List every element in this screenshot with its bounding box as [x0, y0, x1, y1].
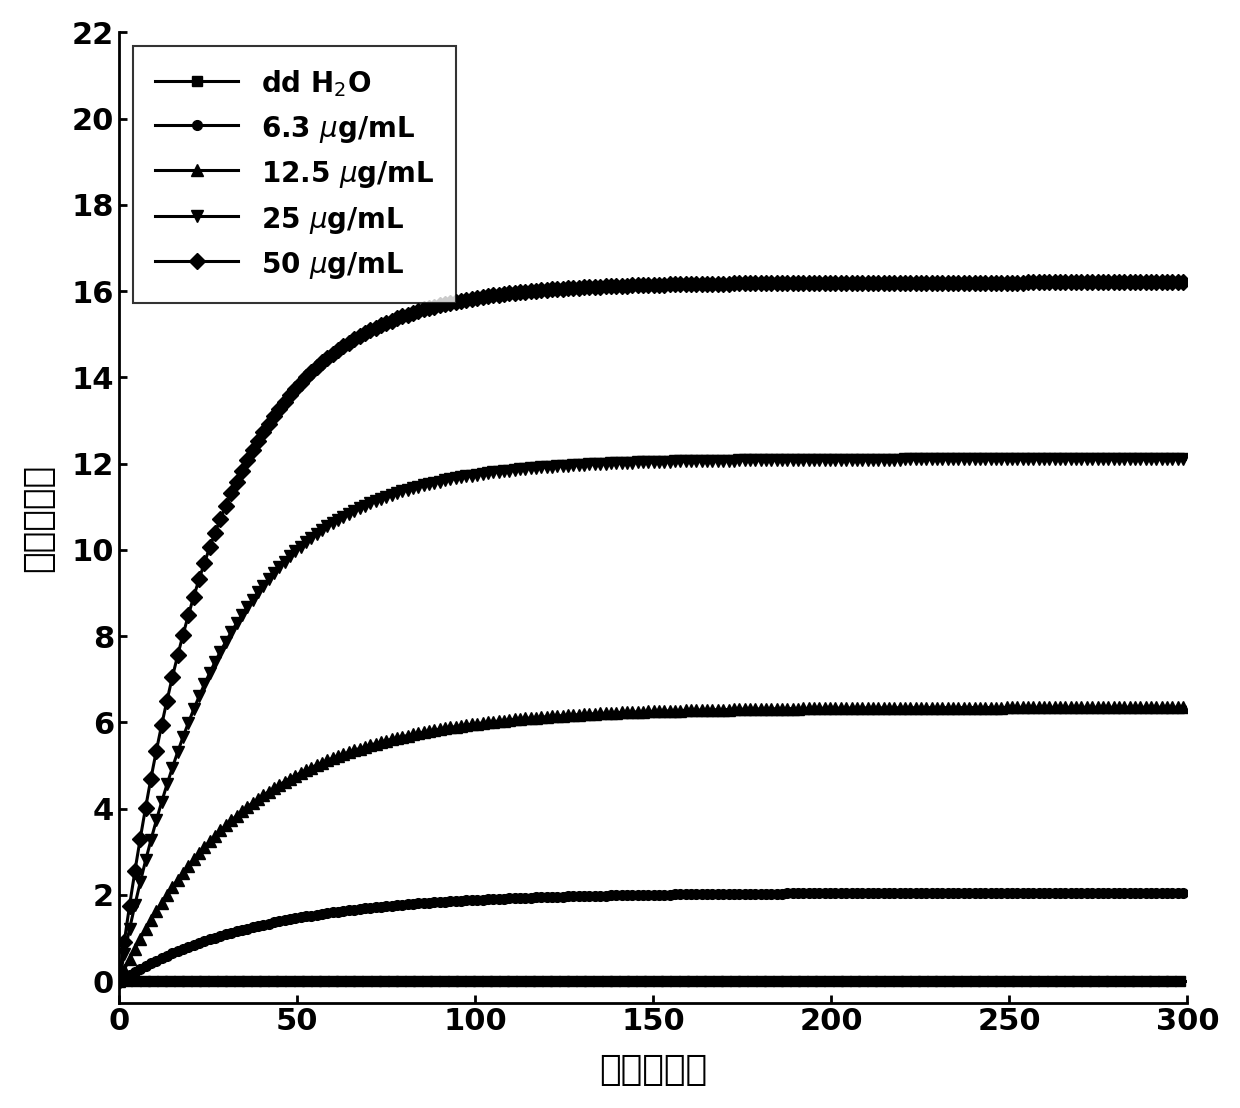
12.5 $\mu$g/mL	[945, 701, 960, 715]
dd H$_2$O	[1180, 974, 1195, 987]
6.3 $\mu$g/mL	[1180, 886, 1195, 900]
12.5 $\mu$g/mL	[846, 701, 861, 715]
Legend: dd H$_2$O, 6.3 $\mu$g/mL, 12.5 $\mu$g/mL, 25 $\mu$g/mL, 50 $\mu$g/mL: dd H$_2$O, 6.3 $\mu$g/mL, 12.5 $\mu$g/mL…	[133, 47, 456, 304]
6.3 $\mu$g/mL	[112, 974, 126, 987]
12.5 $\mu$g/mL	[221, 817, 236, 830]
50 $\mu$g/mL	[543, 283, 558, 296]
25 $\mu$g/mL	[582, 458, 596, 471]
50 $\mu$g/mL	[1180, 276, 1195, 289]
6.3 $\mu$g/mL	[963, 886, 978, 900]
6.3 $\mu$g/mL	[221, 927, 236, 941]
25 $\mu$g/mL	[963, 453, 978, 466]
6.3 $\mu$g/mL	[582, 890, 596, 903]
Line: 25 $\mu$g/mL: 25 $\mu$g/mL	[113, 454, 1193, 986]
dd H$_2$O	[543, 974, 558, 987]
12.5 $\mu$g/mL	[543, 710, 558, 724]
12.5 $\mu$g/mL	[112, 974, 126, 987]
dd H$_2$O	[846, 974, 861, 987]
dd H$_2$O	[582, 974, 596, 987]
25 $\mu$g/mL	[945, 453, 960, 466]
Y-axis label: 升高的温度: 升高的温度	[21, 463, 55, 572]
12.5 $\mu$g/mL	[1180, 700, 1195, 714]
dd H$_2$O	[221, 974, 236, 987]
dd H$_2$O	[963, 974, 978, 987]
25 $\mu$g/mL	[543, 460, 558, 473]
12.5 $\mu$g/mL	[582, 707, 596, 720]
50 $\mu$g/mL	[221, 494, 236, 507]
25 $\mu$g/mL	[221, 632, 236, 645]
50 $\mu$g/mL	[846, 276, 861, 289]
X-axis label: 时间（秒）: 时间（秒）	[599, 1054, 707, 1087]
50 $\mu$g/mL	[112, 974, 126, 987]
dd H$_2$O	[945, 974, 960, 987]
6.3 $\mu$g/mL	[846, 886, 861, 900]
6.3 $\mu$g/mL	[945, 886, 960, 900]
50 $\mu$g/mL	[945, 276, 960, 289]
12.5 $\mu$g/mL	[963, 701, 978, 715]
50 $\mu$g/mL	[582, 280, 596, 294]
25 $\mu$g/mL	[112, 974, 126, 987]
50 $\mu$g/mL	[963, 276, 978, 289]
Line: 6.3 $\mu$g/mL: 6.3 $\mu$g/mL	[114, 888, 1192, 986]
25 $\mu$g/mL	[846, 453, 861, 466]
25 $\mu$g/mL	[1180, 453, 1195, 466]
Line: 50 $\mu$g/mL: 50 $\mu$g/mL	[113, 277, 1193, 986]
dd H$_2$O	[112, 974, 126, 987]
Line: 12.5 $\mu$g/mL: 12.5 $\mu$g/mL	[113, 701, 1193, 986]
6.3 $\mu$g/mL	[543, 891, 558, 904]
Line: dd H$_2$O: dd H$_2$O	[114, 976, 1192, 986]
